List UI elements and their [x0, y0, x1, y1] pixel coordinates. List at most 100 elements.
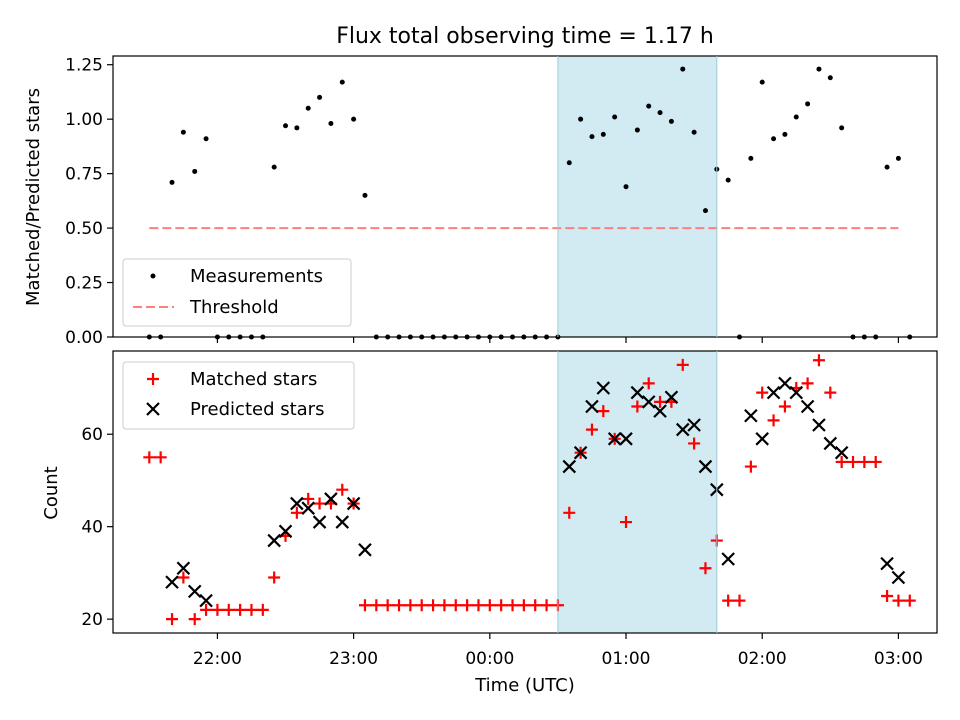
matched-star-point [415, 599, 428, 612]
measurement-point [884, 164, 890, 170]
predicted-star-point [630, 385, 645, 400]
predicted-star-point [301, 501, 315, 515]
matched-star-point [812, 354, 825, 367]
measurement-point [283, 123, 289, 129]
matched-star-point [835, 455, 848, 468]
measurement-point [634, 127, 640, 133]
matched-star-point [733, 594, 746, 607]
matched-star-point [154, 451, 167, 464]
x-tick-label: 01:00 [602, 649, 651, 669]
matched-star-point [313, 497, 326, 510]
measurement-point [805, 101, 811, 107]
predicted-star-point [812, 418, 826, 432]
legend-measurements-marker [150, 273, 156, 279]
matched-star-point [654, 395, 667, 408]
matched-star-point [245, 603, 258, 616]
measurement-point [317, 94, 323, 100]
measurement-point [759, 79, 765, 85]
matched-star-point [778, 400, 791, 413]
matched-star-point [903, 594, 916, 607]
legend-predicted-label: Predicted stars [190, 399, 324, 420]
bottom-y-tick-label: 40 [81, 518, 103, 538]
predicted-star-point [891, 570, 906, 585]
legend-predicted-marker [146, 402, 160, 416]
measurement-point [328, 121, 334, 127]
matched-star-point [381, 599, 394, 612]
matched-star-point [847, 455, 860, 468]
matched-star-point [290, 506, 303, 519]
matched-star-point [506, 599, 519, 612]
measurement-point [305, 105, 311, 111]
bottom-y-axis-label: Count [41, 466, 62, 519]
predicted-star-point [596, 381, 611, 395]
matched-star-point [302, 492, 315, 505]
matched-star-point [767, 414, 780, 427]
predicted-star-point [755, 432, 769, 446]
matched-star-point [585, 423, 598, 436]
matched-star-point [472, 599, 485, 612]
x-axis-label: Time (UTC) [474, 675, 575, 696]
matched-star-point [438, 599, 451, 612]
matched-star-point [722, 594, 735, 607]
top-y-tick-label: 0.75 [65, 165, 103, 185]
matched-star-point [177, 571, 190, 584]
predicted-star-point [585, 399, 599, 414]
matched-star-point [824, 386, 837, 399]
top-y-tick-label: 0.00 [65, 328, 103, 348]
matched-star-point [449, 599, 462, 612]
chart-title: Flux total observing time = 1.17 h [336, 24, 714, 49]
predicted-star-point [778, 376, 792, 391]
top-y-tick-label: 0.50 [65, 219, 103, 239]
measurement-point [623, 184, 629, 190]
predicted-star-point [312, 515, 327, 529]
x-tick-label: 02:00 [738, 649, 787, 669]
matched-star-point [529, 599, 542, 612]
measurement-point [782, 131, 788, 137]
legend-measurements-label: Measurements [190, 266, 323, 287]
predicted-star-point [267, 533, 281, 548]
top-legend: Measurements Threshold [122, 258, 352, 327]
matched-star-point [404, 599, 417, 612]
matched-star-point [688, 437, 701, 450]
measurement-point [725, 177, 731, 183]
matched-star-point [597, 405, 610, 418]
predicted-star-point [687, 418, 701, 432]
matched-star-point [461, 599, 474, 612]
matched-star-point [801, 377, 814, 390]
predicted-star-point [346, 496, 361, 511]
top-plot-frame [112, 55, 938, 338]
predicted-star-point [664, 390, 679, 405]
measurement-point [839, 125, 845, 131]
predicted-star-point [698, 459, 713, 474]
matched-star-point [540, 599, 553, 612]
measurement-point [294, 125, 300, 131]
matched-star-point [483, 599, 496, 612]
predicted-star-point [766, 385, 781, 400]
measurement-point [362, 192, 368, 198]
measurement-point [566, 160, 572, 166]
predicted-star-point [562, 459, 577, 474]
measurement-point [657, 110, 663, 116]
top-y-axis-label: Matched/Predicted stars [23, 88, 44, 306]
matched-star-point [620, 516, 633, 529]
matched-star-point [143, 451, 156, 464]
predicted-star-point [721, 552, 735, 566]
predicted-star-point [176, 561, 191, 576]
predicted-star-point [834, 445, 849, 460]
matched-star-point [166, 613, 179, 626]
legend-matched-label: Matched stars [190, 369, 317, 390]
matched-star-point [699, 562, 712, 575]
matched-star-point [495, 599, 508, 612]
x-tick-label: 23:00 [329, 649, 378, 669]
measurement-point [691, 129, 697, 135]
measurement-point [271, 164, 277, 170]
measurement-point [793, 114, 799, 120]
x-tick-label: 22:00 [193, 649, 242, 669]
matched-star-point [427, 599, 440, 612]
measurement-point [578, 116, 584, 122]
predicted-star-point [324, 492, 338, 506]
measurement-point [816, 66, 822, 72]
measurement-point [339, 79, 345, 85]
bottom-plot-frame [112, 350, 938, 634]
